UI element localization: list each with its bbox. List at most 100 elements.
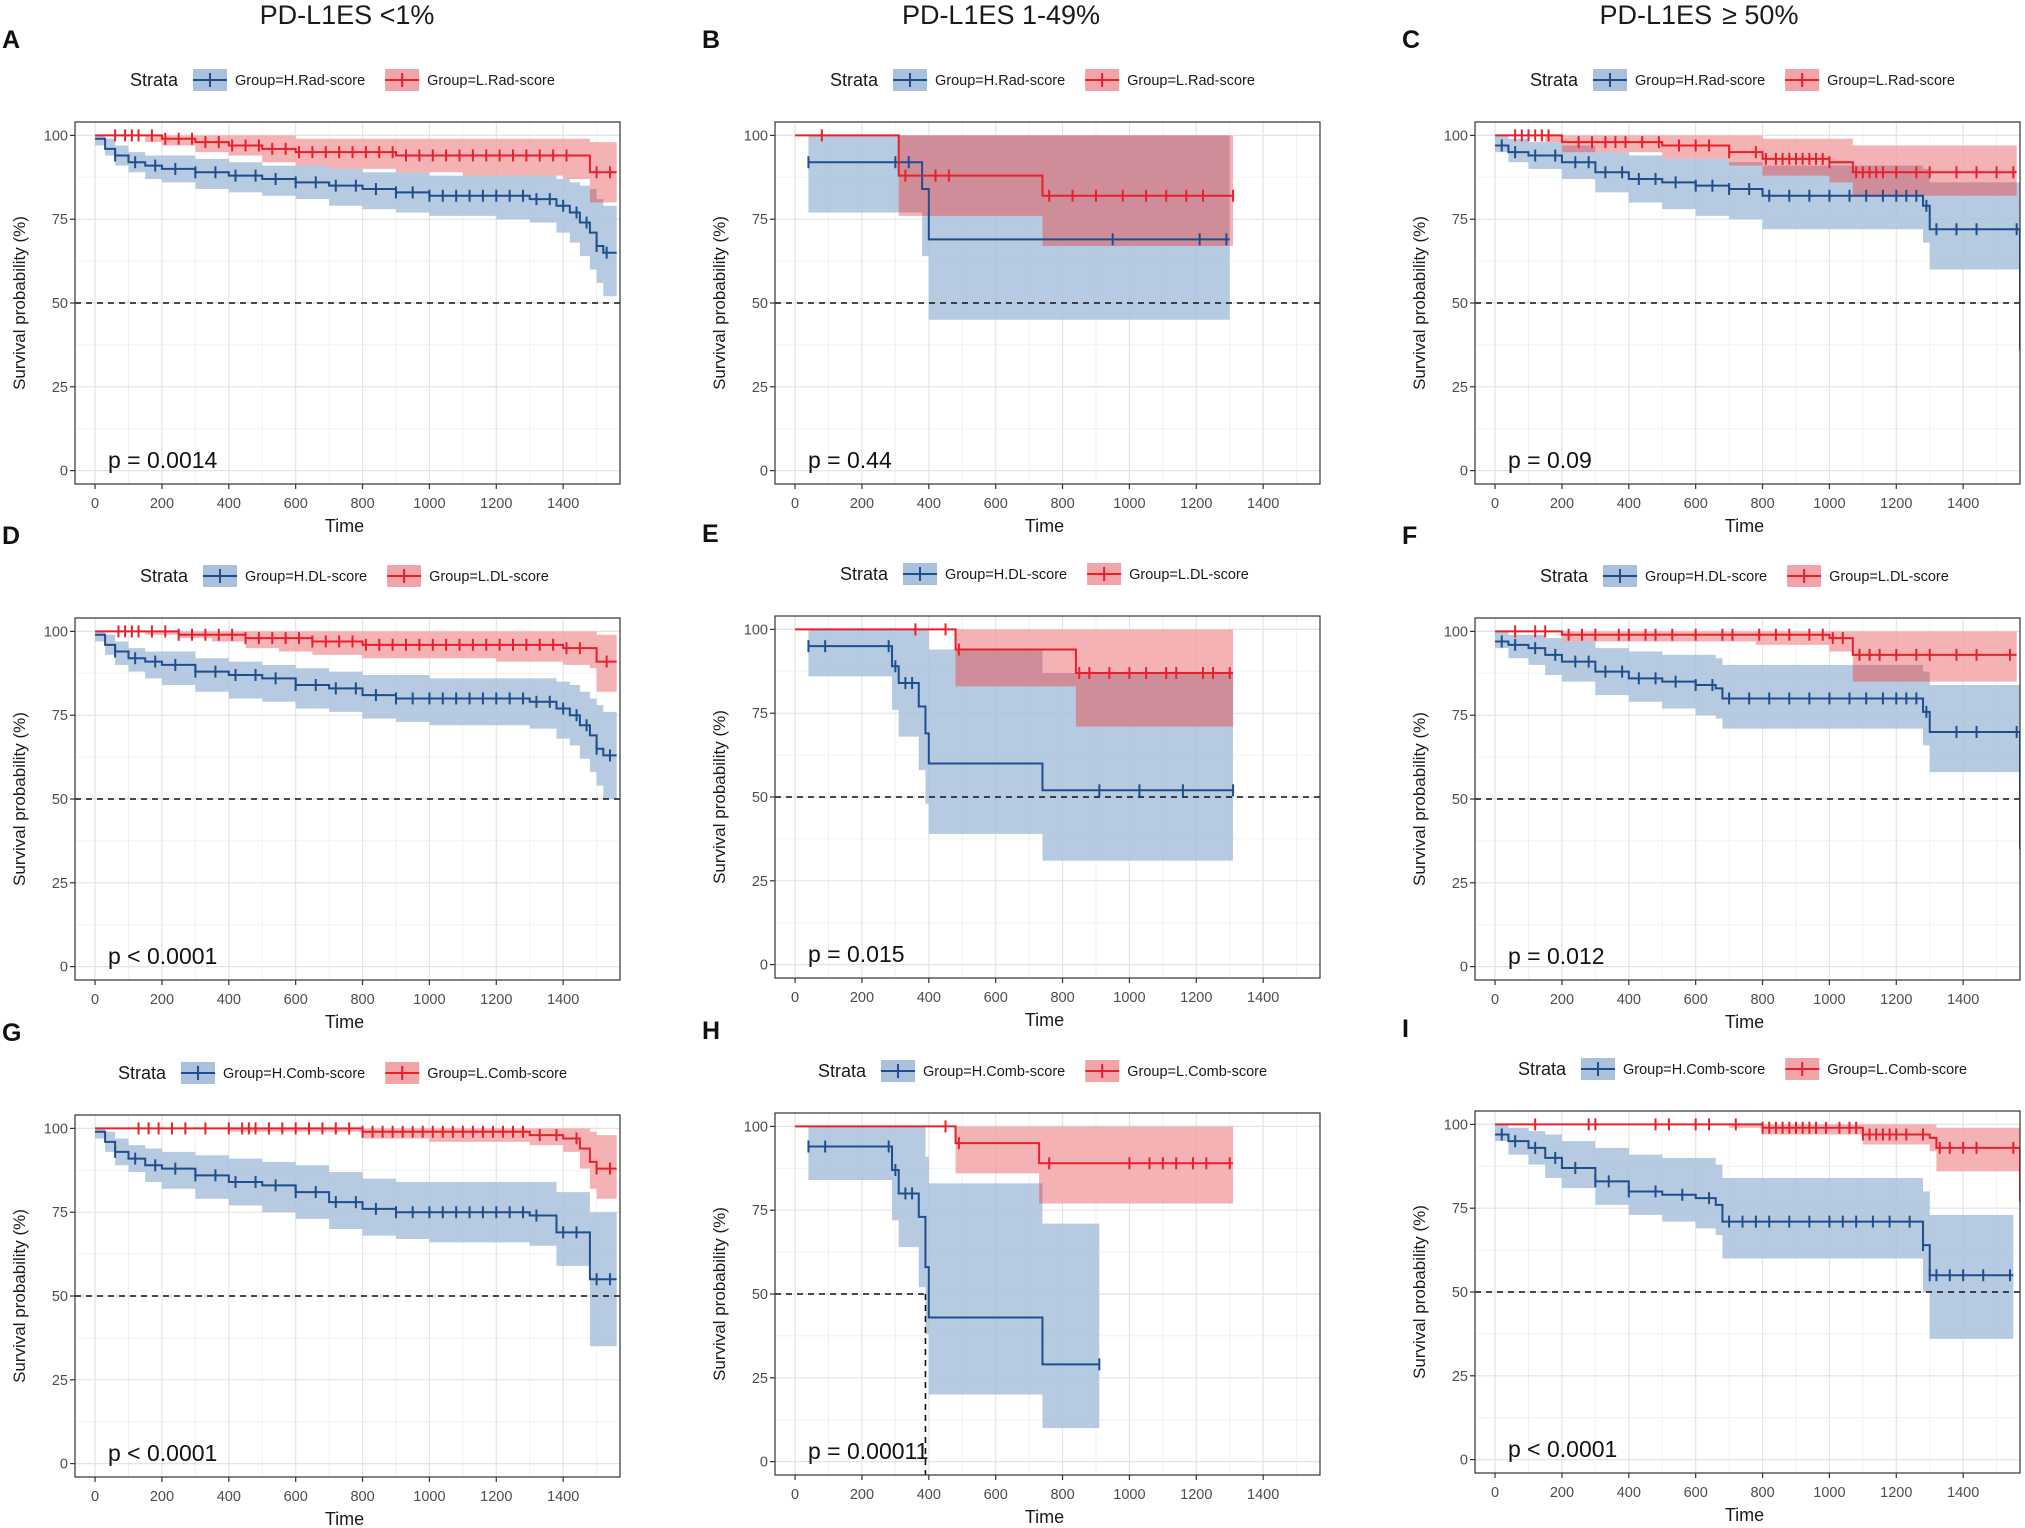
median-line (775, 1293, 927, 1475)
plot-area (75, 129, 620, 304)
y-axis-label: Survival probability (%) (10, 216, 29, 390)
y-tick-label: 25 (752, 1371, 768, 1387)
p-value: p = 0.0014 (108, 447, 218, 473)
y-tick-label: 50 (1452, 1285, 1468, 1301)
legend-key-low (385, 1062, 420, 1084)
x-tick-label: 1000 (1113, 496, 1145, 512)
x-tick-label: 800 (1750, 992, 1774, 1008)
censor-marks-low (117, 625, 608, 668)
survival-curve-low (1495, 630, 2017, 656)
legend: Strata Group=H.Comb-score Group=L.Comb-sco… (118, 1062, 567, 1084)
y-tick-label: 75 (52, 708, 68, 724)
y-tick-label: 100 (1444, 1117, 1468, 1133)
plot-area (775, 1120, 1234, 1475)
survival-curve-high (95, 137, 617, 254)
confidence-band-low (795, 629, 1234, 727)
censor-marks-high (114, 149, 608, 259)
legend: Strata Group=H.Rad-score Group=L.Rad-score (830, 69, 1255, 91)
legend-key-high (1603, 565, 1637, 587)
legend-key-high (881, 1060, 915, 1082)
x-tick-label: 1200 (480, 992, 512, 1008)
censor-marks-high (1500, 139, 2018, 236)
legend-key-high (1593, 69, 1627, 91)
panel-letter: D (2, 522, 20, 550)
x-tick-label: 1400 (1947, 1485, 1979, 1501)
x-tick-label: 1200 (1180, 1487, 1212, 1503)
x-tick-label: 0 (1491, 1485, 1499, 1501)
km-panel-h: H Strata Group=H.Comb-score Group=L.Comb-sc… (702, 1017, 1321, 1527)
plot-area (75, 1122, 620, 1347)
band-overlap (1042, 672, 1076, 687)
x-tick-label: 400 (1617, 496, 1641, 512)
column-title-1: PD-L1ES <1% (259, 0, 435, 30)
legend-label-low: Group=L.DL-score (1129, 567, 1249, 583)
km-panel-i: I Strata Group=H.Comb-score Group=L.Comb-sc… (1402, 1015, 2021, 1525)
x-axis: 0 200 400 600 800 1000 1200 1400 Time (791, 978, 1279, 1030)
censor-marks-low (137, 1122, 611, 1175)
legend-label-high: Group=H.Comb-score (923, 1064, 1065, 1080)
band-overlap (1561, 145, 1596, 153)
x-tick-label: 400 (1617, 992, 1641, 1008)
y-axis-label: Survival probability (%) (10, 712, 29, 886)
censor-marks-high (1500, 1128, 2011, 1282)
legend: Strata Group=H.Comb-score Group=L.Comb-sco… (1518, 1058, 1967, 1080)
confidence-band-high (808, 1126, 1100, 1429)
x-tick-label: 600 (284, 1489, 308, 1505)
p-value: p = 0.012 (1508, 943, 1605, 969)
y-axis: 0 25 50 75 100 Survival probability (%) (10, 1121, 75, 1473)
y-tick-label: 50 (752, 296, 768, 312)
confidence-band-high (95, 631, 617, 799)
x-tick-label: 1400 (547, 496, 579, 512)
column-title-2: PD-L1ES 1-49% (901, 0, 1101, 30)
x-tick-label: 600 (984, 496, 1008, 512)
x-axis: 0 200 400 600 800 1000 1200 1400 Time (791, 1475, 1279, 1527)
band-overlap (1729, 162, 1763, 166)
y-tick-label: 50 (52, 1289, 68, 1305)
x-axis: 0 200 400 600 800 1000 1200 1400 Time (791, 484, 1279, 536)
column-title-3-threshold: ≥ 50% (1722, 0, 1799, 30)
y-axis: 0 25 50 75 100 Survival probability (%) (1410, 1117, 1475, 1469)
legend-label-high: Group=H.DL-score (245, 569, 367, 585)
y-tick-label: 100 (744, 128, 768, 144)
legend-label-high: Group=H.Comb-score (1623, 1062, 1765, 1078)
legend-label-low: Group=L.Comb-score (1127, 1064, 1267, 1080)
legend-key-low (1085, 1060, 1120, 1082)
censor-marks-low (1514, 625, 2011, 661)
y-axis-label: Survival probability (%) (1410, 216, 1429, 390)
x-tick-label: 400 (917, 496, 941, 512)
survival-curve-low (795, 628, 1234, 674)
legend-key-low (1785, 69, 1820, 91)
y-axis-label: Survival probability (%) (710, 1207, 729, 1381)
x-tick-label: 0 (91, 992, 99, 1008)
censor-marks-high (807, 1140, 1101, 1371)
survival-curve-high (1495, 640, 2020, 850)
x-tick-label: 200 (150, 496, 174, 512)
plot-area (775, 623, 1320, 861)
y-tick-label: 25 (52, 876, 68, 892)
y-tick-label: 50 (1452, 792, 1468, 808)
x-tick-label: 600 (284, 992, 308, 1008)
confidence-band-low (795, 1126, 1234, 1204)
y-tick-label: 0 (1460, 1453, 1468, 1469)
x-axis-label: Time (325, 1012, 364, 1032)
band-overlap (1923, 168, 1930, 196)
x-axis: 0 200 400 600 800 1000 1200 1400 Time (1491, 484, 1979, 536)
y-axis-label: Survival probability (%) (710, 710, 729, 884)
x-tick-label: 1000 (1113, 990, 1145, 1006)
survival-curve-low (95, 630, 617, 663)
band-overlap (1852, 165, 1897, 196)
y-tick-label: 50 (752, 1287, 768, 1303)
y-tick-label: 25 (52, 1373, 68, 1389)
y-tick-label: 25 (1452, 380, 1468, 396)
legend: Strata Group=H.DL-score Group=L.DL-score (140, 565, 549, 587)
band-overlap (1829, 165, 1853, 183)
y-tick-label: 75 (1452, 708, 1468, 724)
survival-curve-low (795, 1125, 1234, 1165)
x-tick-label: 200 (850, 1487, 874, 1503)
x-tick-label: 1000 (1813, 992, 1845, 1008)
panel-letter: B (702, 26, 720, 54)
legend-key-high (193, 69, 227, 91)
x-tick-label: 0 (91, 496, 99, 512)
band-overlap (1075, 672, 1234, 727)
p-value: p = 0.00011 (808, 1438, 928, 1464)
